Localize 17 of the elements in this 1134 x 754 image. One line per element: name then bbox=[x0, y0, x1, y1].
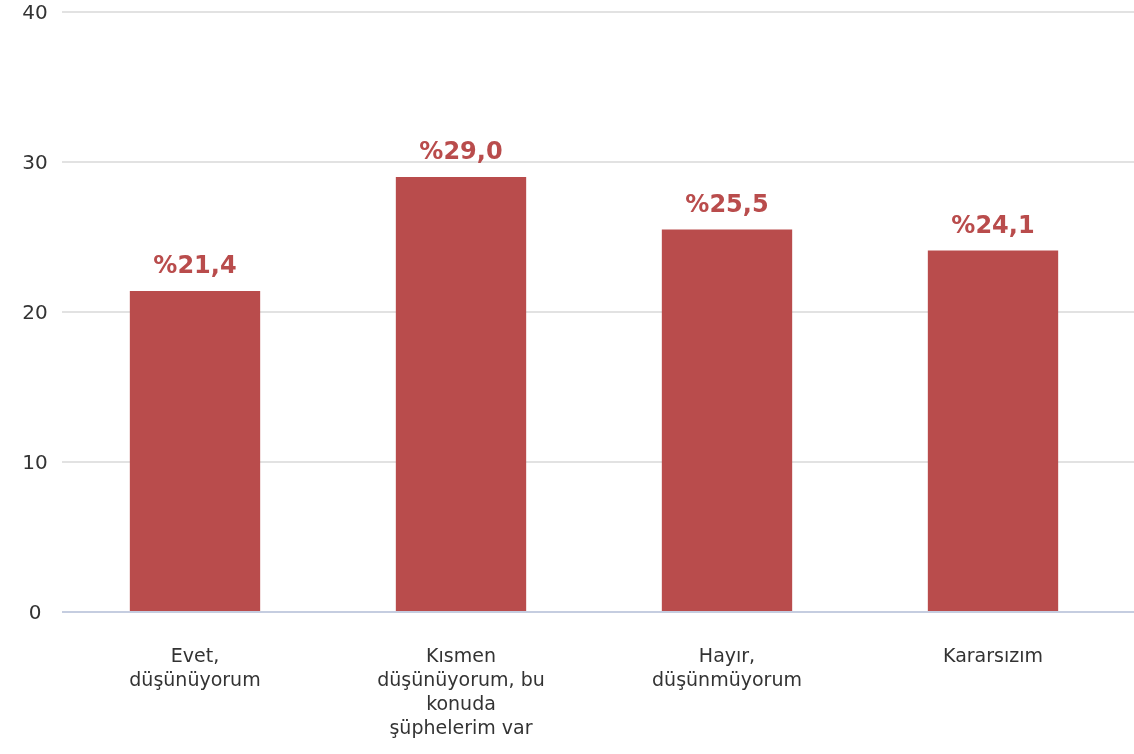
y-tick-label: 40 bbox=[22, 0, 48, 24]
data-label: %24,1 bbox=[951, 210, 1035, 239]
x-tick-label: Kararsızım bbox=[943, 644, 1043, 666]
bar bbox=[395, 177, 527, 612]
y-tick-label: 20 bbox=[22, 300, 48, 324]
data-label: %25,5 bbox=[685, 189, 769, 218]
x-tick-label: Evet, düşünüyorum bbox=[129, 644, 261, 690]
bar bbox=[661, 229, 793, 612]
y-tick-label: 10 bbox=[22, 450, 48, 474]
data-label: %29,0 bbox=[419, 137, 503, 165]
x-tick-label: Kısmen düşünüyorum, bu konuda şüphelerim var bbox=[377, 644, 545, 738]
x-tick-label: Hayır, düşünmüyorum bbox=[652, 644, 802, 690]
bar bbox=[927, 250, 1059, 612]
y-tick-label: 30 bbox=[22, 150, 48, 174]
bar bbox=[129, 291, 261, 612]
data-label: %21,4 bbox=[153, 251, 237, 279]
y-tick-label: 0 bbox=[28, 600, 42, 624]
